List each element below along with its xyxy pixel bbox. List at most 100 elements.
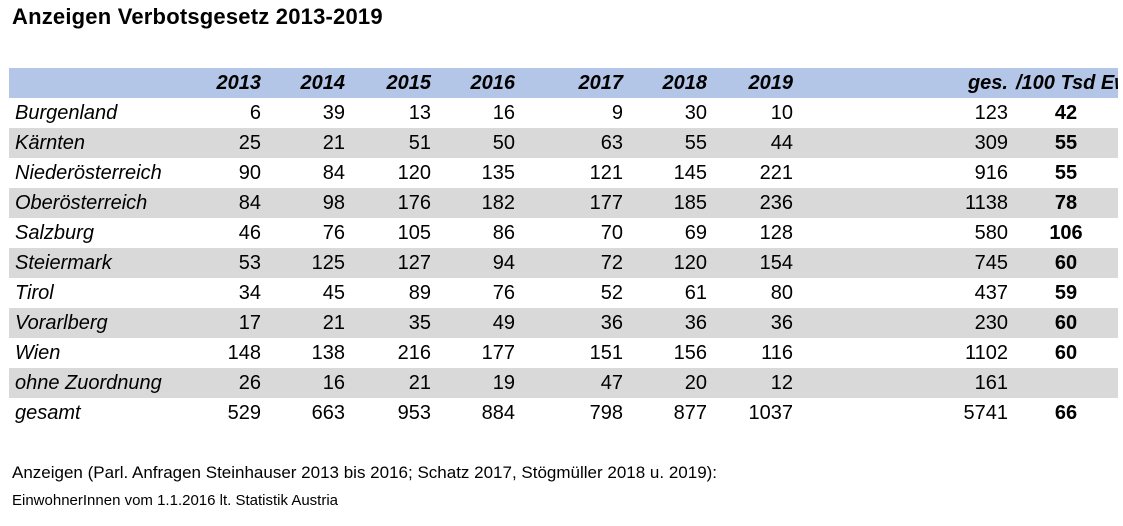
total-cell: 5741 (963, 402, 1009, 424)
value-cell: 70 (600, 222, 623, 244)
rate-cell: 106 (1049, 222, 1083, 244)
value-cell: 1037 (748, 402, 794, 424)
value-cell: 36 (521, 308, 629, 338)
header-cell-rate: /100 Tsd Ew (1014, 68, 1118, 98)
total-cell: 1102 (964, 342, 1008, 364)
value-cell: 135 (481, 162, 515, 184)
value-cell: 36 (713, 308, 799, 338)
value-cell: 884 (481, 402, 515, 424)
value-cell: 53 (191, 248, 267, 278)
value-cell: 19 (437, 368, 521, 398)
value-cell: 49 (437, 308, 521, 338)
value-cell: 125 (267, 248, 351, 278)
value-cell: 20 (629, 368, 713, 398)
region-cell: Wien (15, 342, 61, 364)
total-cell: 309 (799, 128, 1014, 158)
value-cell: 98 (267, 188, 351, 218)
value-cell: 61 (684, 282, 707, 304)
value-cell: 154 (713, 248, 799, 278)
value-cell: 177 (521, 188, 629, 218)
value-cell: 84 (191, 188, 267, 218)
value-cell: 13 (408, 102, 431, 124)
value-cell: 72 (521, 248, 629, 278)
value-cell: 39 (322, 102, 345, 124)
region-cell: Kärnten (9, 128, 191, 158)
region-cell: Tirol (15, 282, 54, 304)
total-cell: 580 (974, 222, 1008, 244)
value-cell: 236 (713, 188, 799, 218)
page-title: Anzeigen Verbotsgesetz 2013-2019 (12, 4, 383, 29)
data-table: 2013 2014 2015 2016 2017 2018 2019 ges. … (9, 68, 1118, 428)
rate-cell (1014, 368, 1118, 398)
value-cell: 221 (759, 162, 793, 184)
value-cell: 21 (267, 128, 351, 158)
total-cell: 1138 (799, 188, 1014, 218)
table-row: Niederösterreich 90 84 120 135 121 145 221 916 55 (9, 158, 1118, 188)
value-cell: 128 (759, 222, 793, 244)
value-cell: 176 (351, 188, 437, 218)
value-cell: 34 (238, 282, 261, 304)
header-cell-2014: 2014 (267, 68, 351, 98)
value-cell: 69 (684, 222, 707, 244)
value-cell: 21 (267, 308, 351, 338)
table-row: Kärnten 25 21 51 50 63 55 44 309 55 (9, 128, 1118, 158)
value-cell: 76 (492, 282, 515, 304)
value-cell: 76 (322, 222, 345, 244)
rate-cell: 42 (1054, 102, 1078, 124)
value-cell: 46 (238, 222, 261, 244)
table-body: Burgenland 6 39 13 16 9 30 10 123 42 Kärnten 25 21 51… (9, 98, 1118, 428)
rate-cell: 59 (1054, 282, 1078, 304)
value-cell: 120 (629, 248, 713, 278)
total-cell: 161 (799, 368, 1014, 398)
value-cell: 45 (322, 282, 345, 304)
rate-cell: 55 (1054, 162, 1078, 184)
header-cell-region (9, 68, 191, 98)
rate-cell: 60 (1054, 342, 1078, 364)
header-cell-2017: 2017 (521, 68, 629, 98)
total-cell: 437 (974, 282, 1008, 304)
value-cell: 9 (611, 102, 623, 124)
value-cell: 120 (397, 162, 431, 184)
value-cell: 44 (713, 128, 799, 158)
header-cell-total: ges. (799, 68, 1014, 98)
value-cell: 89 (408, 282, 431, 304)
value-cell: 55 (629, 128, 713, 158)
value-cell: 47 (521, 368, 629, 398)
header-cell-2016: 2016 (437, 68, 521, 98)
total-cell: 745 (799, 248, 1014, 278)
value-cell: 21 (351, 368, 437, 398)
value-cell: 953 (397, 402, 431, 424)
table-row: Steiermark 53 125 127 94 72 120 154 745 60 (9, 248, 1118, 278)
region-cell: Oberösterreich (9, 188, 191, 218)
total-cell: 230 (799, 308, 1014, 338)
value-cell: 35 (351, 308, 437, 338)
header-cell-2013: 2013 (191, 68, 267, 98)
region-cell: Niederösterreich (15, 162, 162, 184)
value-cell: 52 (600, 282, 623, 304)
value-cell: 90 (238, 162, 261, 184)
table-row: Tirol 34 45 89 76 52 61 80 437 59 (9, 278, 1118, 308)
total-cell: 123 (974, 102, 1008, 124)
table-row: gesamt 529 663 953 884 798 877 1037 5741 66 (9, 398, 1118, 428)
footnote-population: EinwohnerInnen vom 1.1.2016 lt. Statisti… (12, 492, 339, 509)
value-cell: 663 (311, 402, 345, 424)
value-cell: 148 (227, 342, 261, 364)
value-cell: 121 (589, 162, 623, 184)
value-cell: 26 (191, 368, 267, 398)
value-cell: 94 (437, 248, 521, 278)
region-cell: ohne Zuordnung (9, 368, 191, 398)
header-row: 2013 2014 2015 2016 2017 2018 2019 ges. … (9, 68, 1118, 98)
region-cell: gesamt (15, 402, 81, 424)
value-cell: 182 (437, 188, 521, 218)
header-cell-2018: 2018 (629, 68, 713, 98)
value-cell: 6 (249, 102, 261, 124)
table-row: Vorarlberg 17 21 35 49 36 36 36 230 60 (9, 308, 1118, 338)
rate-cell: 66 (1054, 402, 1078, 424)
footnotes: Anzeigen (Parl. Anfragen Steinhauser 201… (12, 458, 717, 512)
value-cell: 138 (311, 342, 345, 364)
value-cell: 798 (589, 402, 623, 424)
region-cell: Vorarlberg (9, 308, 191, 338)
value-cell: 63 (521, 128, 629, 158)
value-cell: 156 (673, 342, 707, 364)
value-cell: 12 (713, 368, 799, 398)
